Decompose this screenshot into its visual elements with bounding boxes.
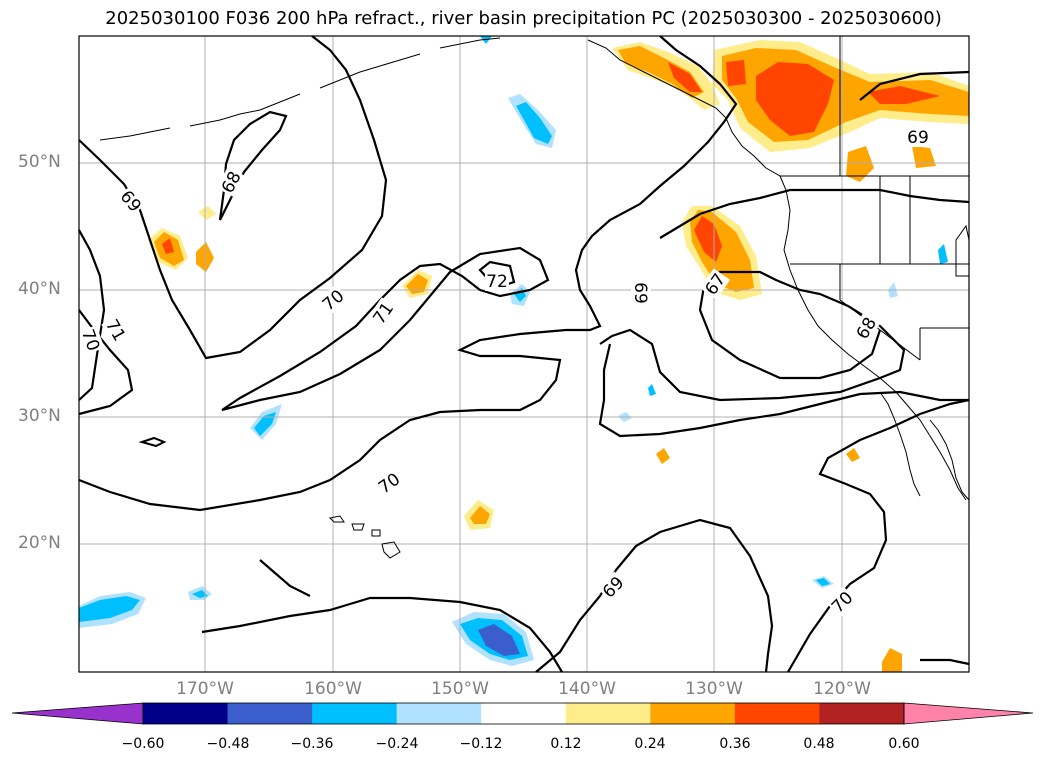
lon-label-150w: 150°W [431, 679, 489, 699]
colorbar-tick: 0.24 [634, 736, 666, 752]
lon-label-170w: 170°W [176, 679, 234, 699]
contour-label: 69 [907, 128, 929, 148]
colorbar-cell [481, 703, 567, 724]
colorbar-cell [565, 703, 651, 724]
lon-label-130w: 130°W [685, 679, 743, 699]
colorbar-extend-high [904, 703, 1033, 724]
contour-label-bg [851, 312, 881, 344]
colorbar-tick: −0.48 [206, 736, 250, 752]
lon-label-120w: 120°W [813, 679, 871, 699]
colorbar-tick: −0.24 [375, 736, 419, 752]
contour-label-bg [373, 467, 405, 499]
map-frame [78, 35, 970, 673]
lat-label-40n: 40°N [18, 279, 61, 299]
colorbar-cell [819, 703, 905, 724]
lat-label-20n: 20°N [18, 533, 61, 553]
colorbar-tick: −0.60 [121, 736, 165, 752]
lat-label-30n: 30°N [18, 406, 61, 426]
contour-label-bg [101, 314, 131, 346]
contour-label-bg [631, 281, 651, 305]
colorbar [11, 702, 1034, 725]
lon-label-140w: 140°W [558, 679, 616, 699]
colorbar-cell [650, 703, 736, 724]
colorbar-cell [396, 703, 482, 724]
contour-label-bg [699, 268, 731, 300]
contour-label-bg [906, 127, 930, 147]
contour-label-bg [597, 571, 629, 603]
contour-label-bg [317, 284, 349, 316]
colorbar-cell [143, 703, 229, 724]
colorbar-tick: 0.12 [550, 736, 582, 752]
contour-label-bg [367, 297, 399, 329]
precip-shading [79, 36, 969, 672]
contour-label-bg [826, 586, 858, 618]
colorbar-tick: 0.60 [888, 736, 920, 752]
lat-label-50n: 50°N [18, 152, 61, 172]
contour-label: 72 [486, 272, 508, 292]
colorbar-cell [734, 703, 820, 724]
refractivity-contours [78, 35, 970, 673]
colorbar-tick: −0.12 [459, 736, 503, 752]
contour-label-bg [485, 271, 509, 291]
colorbar-cell [227, 703, 313, 724]
coastlines [99, 37, 970, 559]
colorbar-tick: 0.36 [719, 736, 751, 752]
colorbar-cell [312, 703, 398, 724]
contour-label: 69 [630, 282, 650, 304]
lon-label-160w: 160°W [304, 679, 362, 699]
contour-label-bg [115, 185, 147, 217]
colorbar-extend-low [12, 703, 143, 724]
map-title: 2025030100 F036 200 hPa refract., river … [105, 8, 942, 29]
contour-label-bg [77, 325, 105, 355]
colorbar-tick: −0.36 [290, 736, 334, 752]
colorbar-tick: 0.48 [803, 736, 835, 752]
contour-label-bg [216, 166, 246, 198]
